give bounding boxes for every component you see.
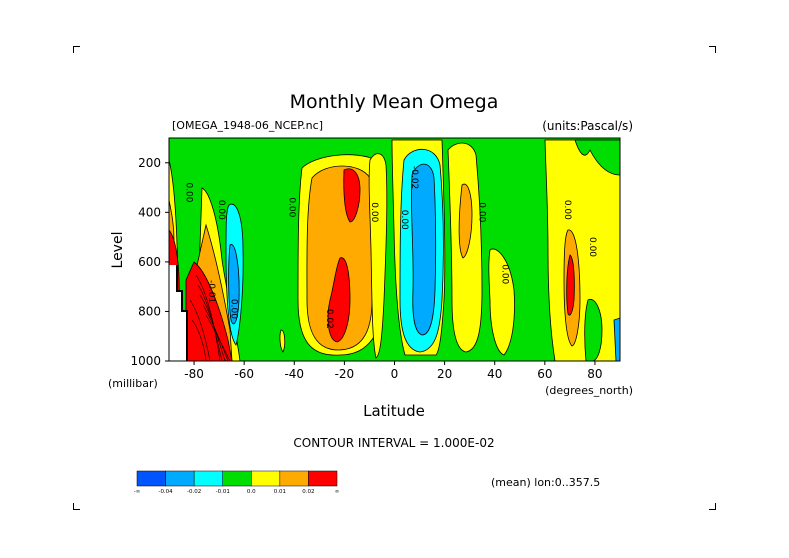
x-tick-label: 20 bbox=[437, 367, 452, 381]
contour-label: 0.00 bbox=[499, 264, 509, 284]
colorbar-label: -0.04 bbox=[158, 489, 173, 495]
contour-labels: 0.00 0.00 0.00 -0.01 0.00 0.02 0.00 0.00 -0.02 0.… bbox=[184, 166, 597, 329]
y-tick-label: 1000 bbox=[130, 354, 161, 368]
contour-label: 0.00 bbox=[286, 197, 296, 217]
contour-label: 0.02 bbox=[324, 309, 334, 329]
x-tick-label: -80 bbox=[184, 367, 204, 381]
plot-area: 0.00 0.00 0.00 -0.01 0.00 0.02 0.00 0.00 -0.02 0.… bbox=[169, 138, 620, 361]
x-tick-label: 0 bbox=[391, 367, 399, 381]
contour-label: 0.00 bbox=[216, 200, 226, 220]
x-axis-label: Latitude bbox=[363, 402, 425, 420]
colorbar-label: 0.0 bbox=[247, 489, 256, 495]
x-tick-label: -40 bbox=[284, 367, 304, 381]
region-orange-north25 bbox=[458, 183, 473, 259]
colorbar-label: ∞ bbox=[335, 489, 340, 495]
y-axis-label: Level bbox=[110, 232, 126, 269]
below-ground-mask bbox=[176, 265, 188, 361]
colorbar-swatch bbox=[193, 470, 223, 487]
region-cyan-north-edge bbox=[613, 317, 620, 361]
colorbar-label: -0.02 bbox=[187, 489, 201, 495]
colorbar-swatch bbox=[308, 470, 338, 487]
colorbar-label: 0.02 bbox=[302, 489, 314, 495]
region-red-slope bbox=[185, 261, 233, 361]
contour-label: 0.00 bbox=[229, 299, 239, 319]
colorbar-swatch bbox=[136, 470, 166, 487]
y-unit-label: (millibar) bbox=[108, 377, 158, 390]
colorbar-label: -0.01 bbox=[216, 489, 230, 495]
colorbar-swatch bbox=[222, 470, 252, 487]
region-red-upper bbox=[343, 168, 361, 223]
colorbar-swatch bbox=[279, 470, 309, 487]
chart-title: Monthly Mean Omega bbox=[290, 91, 499, 113]
y-tick-label: 800 bbox=[138, 304, 161, 318]
file-label: [OMEGA_1948-06_NCEP.nc] bbox=[172, 119, 323, 132]
colorbar-swatch bbox=[251, 470, 281, 487]
x-tick-label: 60 bbox=[537, 367, 552, 381]
contour-label: -0.01 bbox=[206, 280, 216, 303]
contour-label: 0.00 bbox=[399, 210, 409, 230]
contour-interval-text: CONTOUR INTERVAL = 1.000E-02 bbox=[293, 436, 494, 450]
y-tick-label: 200 bbox=[138, 156, 161, 170]
x-tick-label: -60 bbox=[234, 367, 254, 381]
region-yellow-minus5 bbox=[368, 153, 388, 359]
colorbar: -∞ -0.04 -0.02 -0.01 0.0 0.01 0.02 ∞ bbox=[134, 470, 340, 495]
region-yellow-north bbox=[544, 139, 620, 361]
contour-label: 0.00 bbox=[562, 200, 572, 220]
contour-label: 0.00 bbox=[184, 182, 194, 202]
x-tick-label: 40 bbox=[487, 367, 502, 381]
y-tick-label: 600 bbox=[138, 255, 161, 269]
dense-contours bbox=[189, 274, 231, 361]
contour-label: 0.00 bbox=[587, 237, 597, 257]
contour-label: 0.00 bbox=[369, 202, 379, 222]
contour-label: 0.00 bbox=[477, 202, 487, 222]
missing-data-region bbox=[169, 265, 186, 361]
units-label: (units:Pascal/s) bbox=[542, 119, 633, 133]
region-red-lower bbox=[327, 257, 351, 343]
region-green-north-low bbox=[584, 298, 603, 361]
x-tick-label: -20 bbox=[335, 367, 355, 381]
y-tick-label: 400 bbox=[138, 205, 161, 219]
contour-label: -0.02 bbox=[409, 166, 419, 189]
axes: -80 -60 -40 -20 0 20 40 60 80 200 400 600 800 1000 bbox=[130, 156, 602, 381]
region-yellow-north42 bbox=[488, 248, 515, 356]
region-blue-equator bbox=[411, 163, 437, 336]
colorbar-label: -∞ bbox=[134, 489, 141, 495]
colorbar-label: 0.01 bbox=[274, 489, 286, 495]
region-green-north-pocket bbox=[574, 139, 620, 176]
colorbar-swatch bbox=[165, 470, 195, 487]
region-blue-south bbox=[228, 244, 240, 325]
mean-text: (mean) lon:0..357.5 bbox=[491, 476, 600, 489]
region-red-north bbox=[566, 254, 575, 316]
corner-marks bbox=[73, 46, 716, 510]
x-tick-label: 80 bbox=[587, 367, 602, 381]
x-unit-label: (degrees_north) bbox=[545, 384, 633, 397]
region-yellow-blob bbox=[279, 329, 286, 353]
